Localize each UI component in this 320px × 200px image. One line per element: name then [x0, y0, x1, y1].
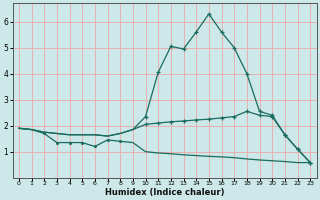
X-axis label: Humidex (Indice chaleur): Humidex (Indice chaleur): [105, 188, 224, 197]
